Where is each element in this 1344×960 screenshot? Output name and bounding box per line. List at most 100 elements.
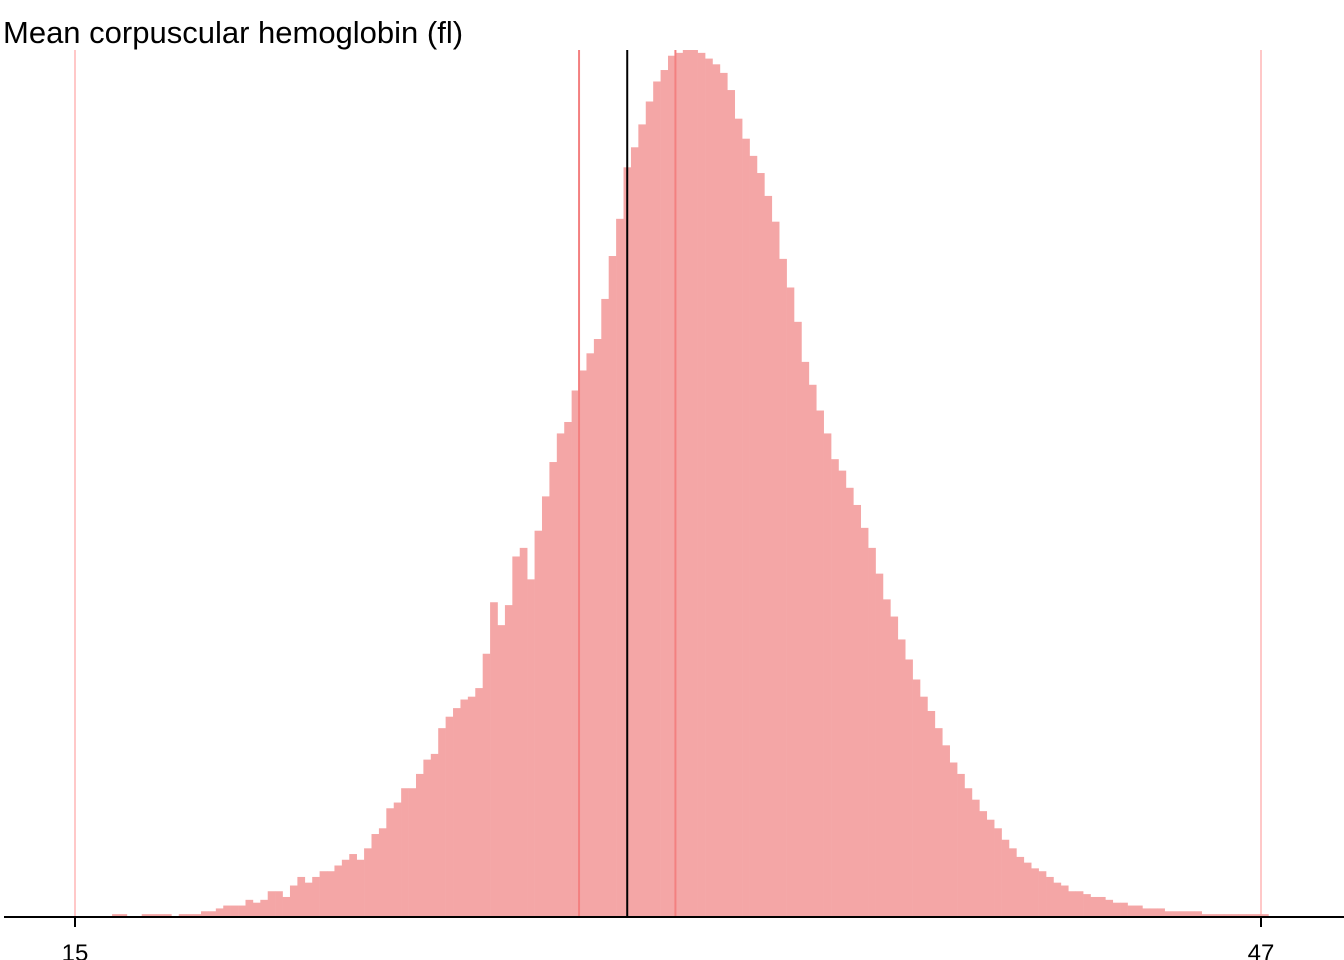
histogram-bar xyxy=(193,914,202,917)
histogram-bar xyxy=(794,321,802,918)
histogram-bar xyxy=(586,353,595,917)
x-tick-label: 15 xyxy=(62,940,89,960)
histogram-bar xyxy=(564,421,572,917)
histogram-bar xyxy=(163,914,172,917)
histogram-bar xyxy=(297,876,306,917)
histogram-bar xyxy=(1231,914,1240,917)
histogram-bar xyxy=(215,908,224,917)
histogram-bar xyxy=(208,911,217,917)
histogram-bar xyxy=(408,788,417,917)
histogram-bar xyxy=(512,556,521,917)
histogram-bar xyxy=(779,258,787,917)
histogram-bar xyxy=(957,773,965,917)
histogram-bar xyxy=(771,221,780,917)
histogram-bar xyxy=(504,605,513,917)
histogram-bar xyxy=(186,914,194,917)
x-tick-label: 47 xyxy=(1248,940,1275,960)
histogram-bar xyxy=(460,699,469,917)
histogram-bar xyxy=(786,287,795,917)
histogram-bar xyxy=(1046,876,1054,917)
histogram-bar xyxy=(949,762,958,917)
histogram-bar xyxy=(201,911,209,917)
histogram-bar xyxy=(230,905,239,917)
histogram-bar xyxy=(312,876,320,917)
histogram-bar xyxy=(349,854,357,917)
histogram-bar xyxy=(927,710,936,917)
histogram-bar xyxy=(1142,908,1151,917)
histogram-bar xyxy=(527,579,535,917)
histogram-bar xyxy=(445,716,454,917)
histogram-bar xyxy=(1246,914,1254,917)
histogram-bar xyxy=(979,811,988,917)
histogram-bar xyxy=(334,865,343,917)
histogram-bar xyxy=(897,639,906,917)
histogram-bar xyxy=(675,52,684,918)
histogram-bar xyxy=(875,573,884,917)
histogram-bar xyxy=(1090,896,1099,917)
histogram-bar xyxy=(1038,871,1047,917)
histogram-bar xyxy=(1097,896,1106,917)
histogram-bar xyxy=(882,599,891,917)
histogram-bar xyxy=(327,871,335,917)
histogram-bar xyxy=(1223,914,1232,917)
histogram-bar xyxy=(616,218,624,917)
histogram-bar xyxy=(1060,885,1069,917)
histogram-bar xyxy=(467,696,476,917)
histogram-bar xyxy=(1008,848,1017,917)
histogram-bar xyxy=(838,470,847,917)
histogram-bar xyxy=(756,173,765,918)
x-axis-ticks: 15 47 xyxy=(62,917,1275,960)
histogram-bar xyxy=(401,788,409,917)
histogram-bar xyxy=(156,914,165,917)
histogram-bar xyxy=(519,547,528,917)
histogram-bar xyxy=(1179,911,1188,917)
histogram-bar xyxy=(1149,908,1158,917)
histogram-bar xyxy=(386,808,395,917)
histogram-bar xyxy=(1016,856,1025,917)
histogram-bar xyxy=(690,50,698,917)
histogram-bar xyxy=(364,848,372,917)
histogram-bar xyxy=(1075,891,1084,917)
histogram-bar xyxy=(764,195,773,917)
histogram-bar xyxy=(1216,914,1225,917)
histogram-bar xyxy=(868,547,876,917)
histogram-bar xyxy=(289,885,298,917)
histogram-bar xyxy=(141,914,150,917)
histogram-bar xyxy=(920,696,928,917)
histogram-bar xyxy=(1201,914,1210,917)
histogram-bar xyxy=(905,659,913,917)
histogram-bar xyxy=(1172,911,1180,917)
histogram-bar xyxy=(1120,902,1128,917)
histogram-bar xyxy=(712,64,721,917)
histogram-bar xyxy=(245,899,254,917)
histogram-bar xyxy=(660,70,669,917)
histogram-bar xyxy=(579,370,587,918)
histogram-bar xyxy=(119,914,128,917)
histogram-bar xyxy=(1053,882,1062,917)
histogram-bar xyxy=(1134,905,1143,917)
histogram-bar xyxy=(1186,911,1195,917)
histogram-bar xyxy=(1238,914,1247,917)
histogram-bar xyxy=(749,155,758,917)
histogram-bar xyxy=(571,390,580,917)
histogram-bar xyxy=(304,882,313,917)
histogram-bars xyxy=(112,50,1269,918)
histogram-bar xyxy=(601,298,609,917)
histogram-bar xyxy=(490,602,498,917)
histogram-bar xyxy=(438,728,446,917)
histogram-bar xyxy=(860,527,869,917)
histogram-bar xyxy=(1001,839,1010,917)
histogram-bar xyxy=(890,616,899,917)
histogram-bar xyxy=(534,530,543,917)
histogram-bar xyxy=(1127,905,1136,917)
histogram-bar xyxy=(475,688,483,917)
histogram-bar xyxy=(734,118,743,918)
histogram-bar xyxy=(638,124,647,917)
histogram-bar xyxy=(1194,911,1202,917)
histogram-bar xyxy=(356,859,365,917)
histogram-bar xyxy=(1105,899,1114,917)
histogram-bar xyxy=(1164,911,1173,917)
histogram-bar xyxy=(267,891,276,917)
histogram-bar xyxy=(1261,914,1269,917)
histogram-bar xyxy=(378,828,387,917)
